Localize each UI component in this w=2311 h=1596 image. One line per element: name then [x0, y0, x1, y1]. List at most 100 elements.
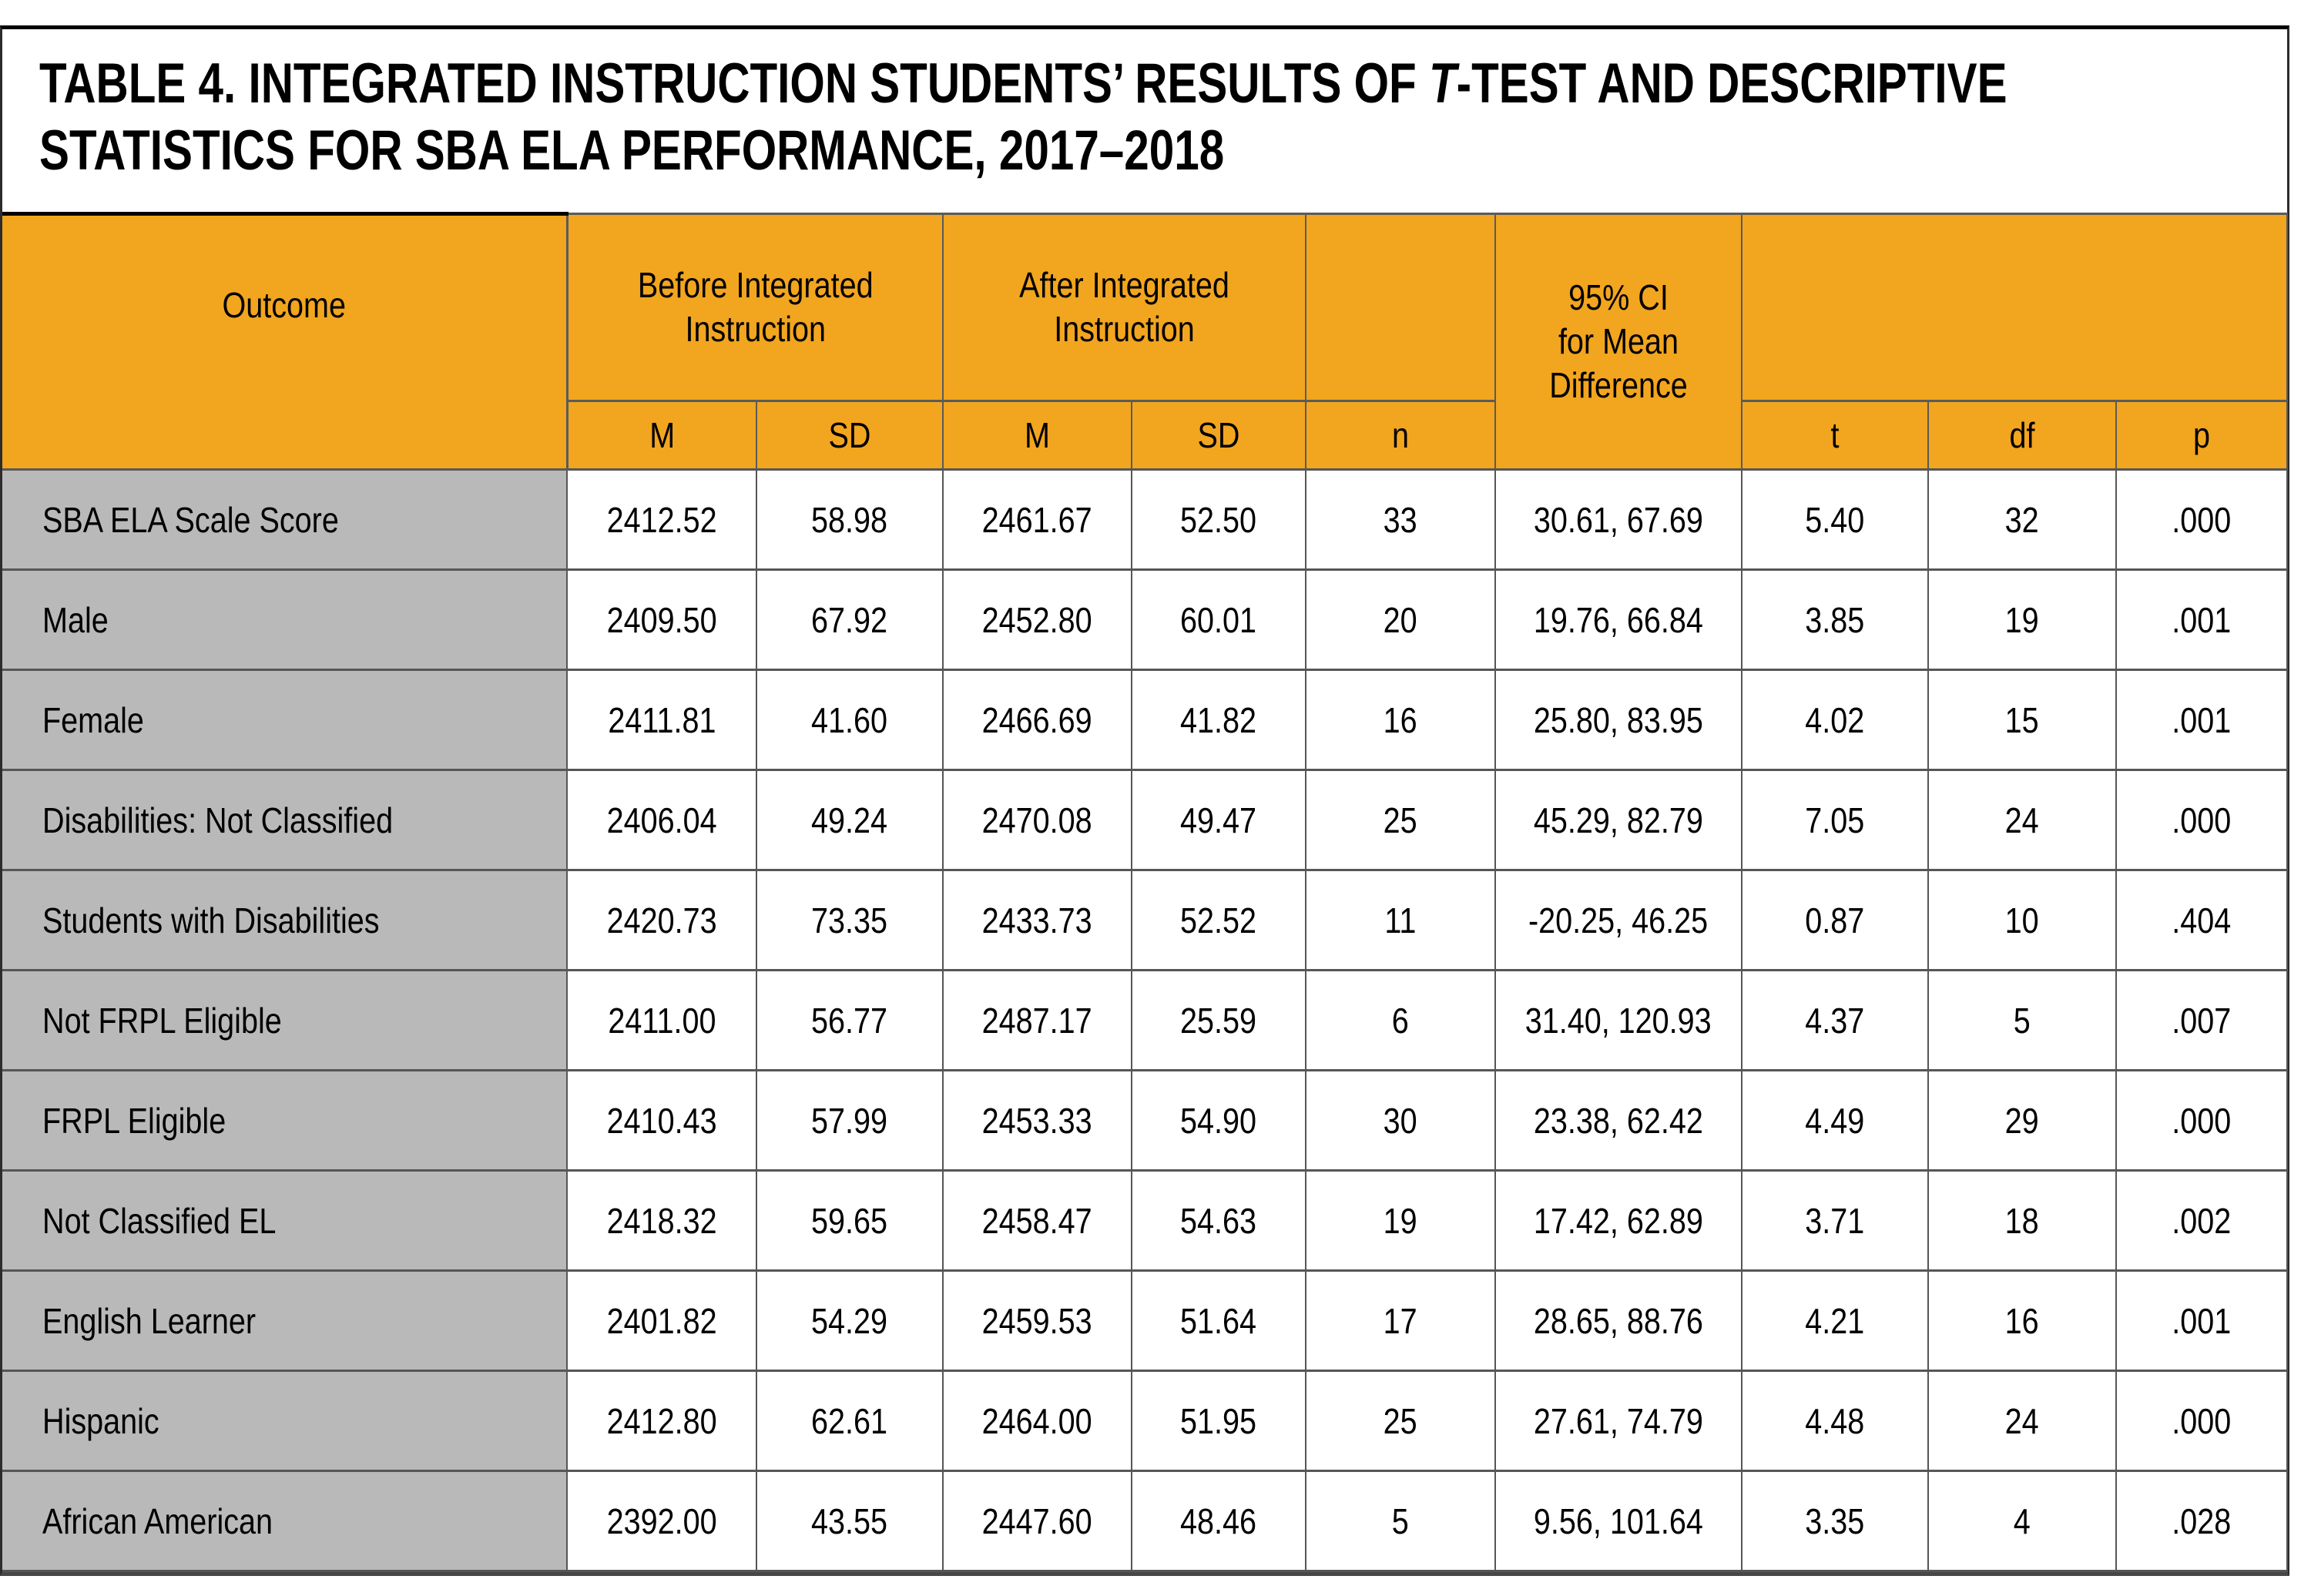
cell-before-sd: 67.92 — [756, 568, 944, 671]
cell-t: 5.40 — [1741, 468, 1929, 571]
cell-n: 33 — [1305, 468, 1496, 571]
table-row: African American 2392.00 43.55 2447.60 48.46… — [2, 1470, 2289, 1572]
cell-ci-mean-difference: -20.25, 46.25 — [1494, 869, 1742, 971]
cell-ci-mean-difference: 17.42, 62.89 — [1494, 1169, 1742, 1272]
table-row: FRPL Eligible 2410.43 57.99 2453.33 54.90 30 2… — [2, 1069, 2289, 1172]
cell-before-m: 2412.80 — [566, 1370, 757, 1472]
cell-before-sd: 49.24 — [756, 769, 944, 871]
cell-before-sd-text: 73.35 — [811, 900, 888, 940]
cell-p-text: .002 — [2172, 1200, 2232, 1241]
cell-before-m: 2412.52 — [566, 468, 757, 571]
col-group-before-line2: Instruction — [684, 309, 826, 349]
cell-n-text: 16 — [1383, 699, 1417, 740]
cell-p-text: .000 — [2172, 499, 2232, 540]
cell-t: 4.48 — [1741, 1370, 1929, 1472]
cell-after-m-text: 2447.60 — [981, 1500, 1093, 1541]
cell-before-sd-text: 49.24 — [811, 800, 888, 840]
cell-before-sd-text: 59.65 — [811, 1200, 888, 1241]
cell-after-m: 2433.73 — [942, 869, 1132, 971]
cell-df: 24 — [1927, 769, 2117, 871]
cell-t-text: 7.05 — [1805, 800, 1865, 840]
cell-before-sd-text: 56.77 — [811, 1000, 888, 1041]
cell-p-text: .001 — [2172, 599, 2232, 640]
cell-after-sd: 49.47 — [1131, 769, 1306, 871]
col-group-before-instruction: Before Integrated Instruction — [566, 213, 944, 402]
col-header-t-label: t — [1830, 414, 1840, 455]
cell-before-sd: 62.61 — [756, 1370, 944, 1472]
cell-after-sd-text: 60.01 — [1180, 599, 1257, 640]
cell-before-m-text: 2418.32 — [606, 1200, 717, 1241]
cell-after-sd-text: 54.90 — [1180, 1100, 1257, 1141]
col-header-ci-line2: for Mean — [1558, 321, 1679, 361]
cell-df: 24 — [1927, 1370, 2117, 1472]
cell-df: 15 — [1927, 669, 2117, 771]
table-title-line2: STATISTICS FOR SBA ELA PERFORMANCE, 2017… — [39, 119, 1225, 182]
cell-ci-mean-difference: 25.80, 83.95 — [1494, 669, 1742, 771]
cell-after-sd: 41.82 — [1131, 669, 1306, 771]
cell-df-text: 5 — [2013, 1000, 2031, 1041]
cell-after-sd-text: 49.47 — [1180, 800, 1257, 840]
cell-df-text: 19 — [2004, 599, 2039, 640]
cell-ci-mean-difference-text: 45.29, 82.79 — [1533, 800, 1703, 840]
cell-after-sd-text: 41.82 — [1180, 699, 1257, 740]
cell-t: 4.49 — [1741, 1069, 1929, 1172]
cell-before-sd-text: 57.99 — [811, 1100, 888, 1141]
col-header-after-m-label: M — [1025, 414, 1050, 455]
table-row: Hispanic 2412.80 62.61 2464.00 51.95 25 27.61,… — [2, 1370, 2289, 1472]
header-group-row: Outcome Before Integrated Instruction Af… — [2, 212, 2289, 471]
cell-before-sd: 54.29 — [756, 1269, 944, 1372]
col-header-outcome: Outcome — [2, 212, 569, 471]
cell-ci-mean-difference-text: 28.65, 88.76 — [1533, 1300, 1703, 1341]
title-text-post: -TEST AND DESCRIPTIVE — [1456, 52, 2007, 115]
cell-df: 10 — [1927, 869, 2117, 971]
cell-before-sd-text: 43.55 — [811, 1500, 888, 1541]
col-group-after-line1: After Integrated — [1019, 265, 1229, 305]
cell-before-sd: 59.65 — [756, 1169, 944, 1272]
cell-t-text: 3.35 — [1805, 1500, 1865, 1541]
col-header-n: n — [1305, 400, 1496, 471]
cell-before-m-text: 2412.80 — [606, 1400, 717, 1441]
cell-after-sd-text: 52.52 — [1180, 900, 1257, 940]
cell-after-sd: 52.52 — [1131, 869, 1306, 971]
cell-df: 16 — [1927, 1269, 2117, 1372]
cell-ci-mean-difference-text: 30.61, 67.69 — [1533, 499, 1703, 540]
row-label: Hispanic — [2, 1370, 568, 1472]
cell-ci-mean-difference-text: 19.76, 66.84 — [1533, 599, 1703, 640]
cell-after-m: 2452.80 — [942, 568, 1132, 671]
row-label-text: Disabilities: Not Classified — [42, 800, 394, 840]
cell-before-sd: 58.98 — [756, 468, 944, 571]
cell-p: .007 — [2115, 969, 2289, 1071]
cell-ci-mean-difference: 27.61, 74.79 — [1494, 1370, 1742, 1472]
cell-before-m: 2420.73 — [566, 869, 757, 971]
cell-after-m: 2470.08 — [942, 769, 1132, 871]
cell-df: 5 — [1927, 969, 2117, 1071]
cell-n: 30 — [1305, 1069, 1496, 1172]
cell-ci-mean-difference-text: 27.61, 74.79 — [1533, 1400, 1703, 1441]
cell-after-sd-text: 51.64 — [1180, 1300, 1257, 1341]
row-label-text: Not Classified EL — [42, 1200, 277, 1241]
cell-p-text: .000 — [2172, 1400, 2232, 1441]
row-label: Not FRPL Eligible — [2, 969, 568, 1071]
table-row: English Learner 2401.82 54.29 2459.53 51.64 1… — [2, 1269, 2289, 1372]
cell-n: 20 — [1305, 568, 1496, 671]
col-group-before-line1: Before Integrated — [637, 265, 874, 305]
col-header-n-label: n — [1391, 414, 1410, 455]
title-italic-t: T — [1428, 52, 1457, 115]
cell-t: 3.71 — [1741, 1169, 1929, 1272]
row-label-text: Male — [42, 599, 109, 640]
cell-before-sd: 56.77 — [756, 969, 944, 1071]
col-header-df-label: df — [2009, 414, 2035, 455]
row-label-text: Female — [42, 699, 144, 740]
cell-n-text: 30 — [1383, 1100, 1417, 1141]
cell-t: 3.85 — [1741, 568, 1929, 671]
cell-after-sd: 51.64 — [1131, 1269, 1306, 1372]
table-title-line1: TABLE 4. INTEGRATED INSTRUCTION STUDENTS… — [39, 50, 2007, 117]
cell-t-text: 4.37 — [1805, 1000, 1865, 1041]
cell-n: 19 — [1305, 1169, 1496, 1272]
cell-df: 4 — [1927, 1470, 2117, 1572]
cell-p-text: .404 — [2172, 900, 2232, 940]
cell-after-sd-text: 54.63 — [1180, 1200, 1257, 1241]
table-body: SBA ELA Scale Score 2412.52 58.98 2461.67 52… — [2, 468, 2289, 1572]
stats-table: Outcome Before Integrated Instruction Af… — [2, 212, 2289, 1572]
cell-after-sd-text: 51.95 — [1180, 1400, 1257, 1441]
